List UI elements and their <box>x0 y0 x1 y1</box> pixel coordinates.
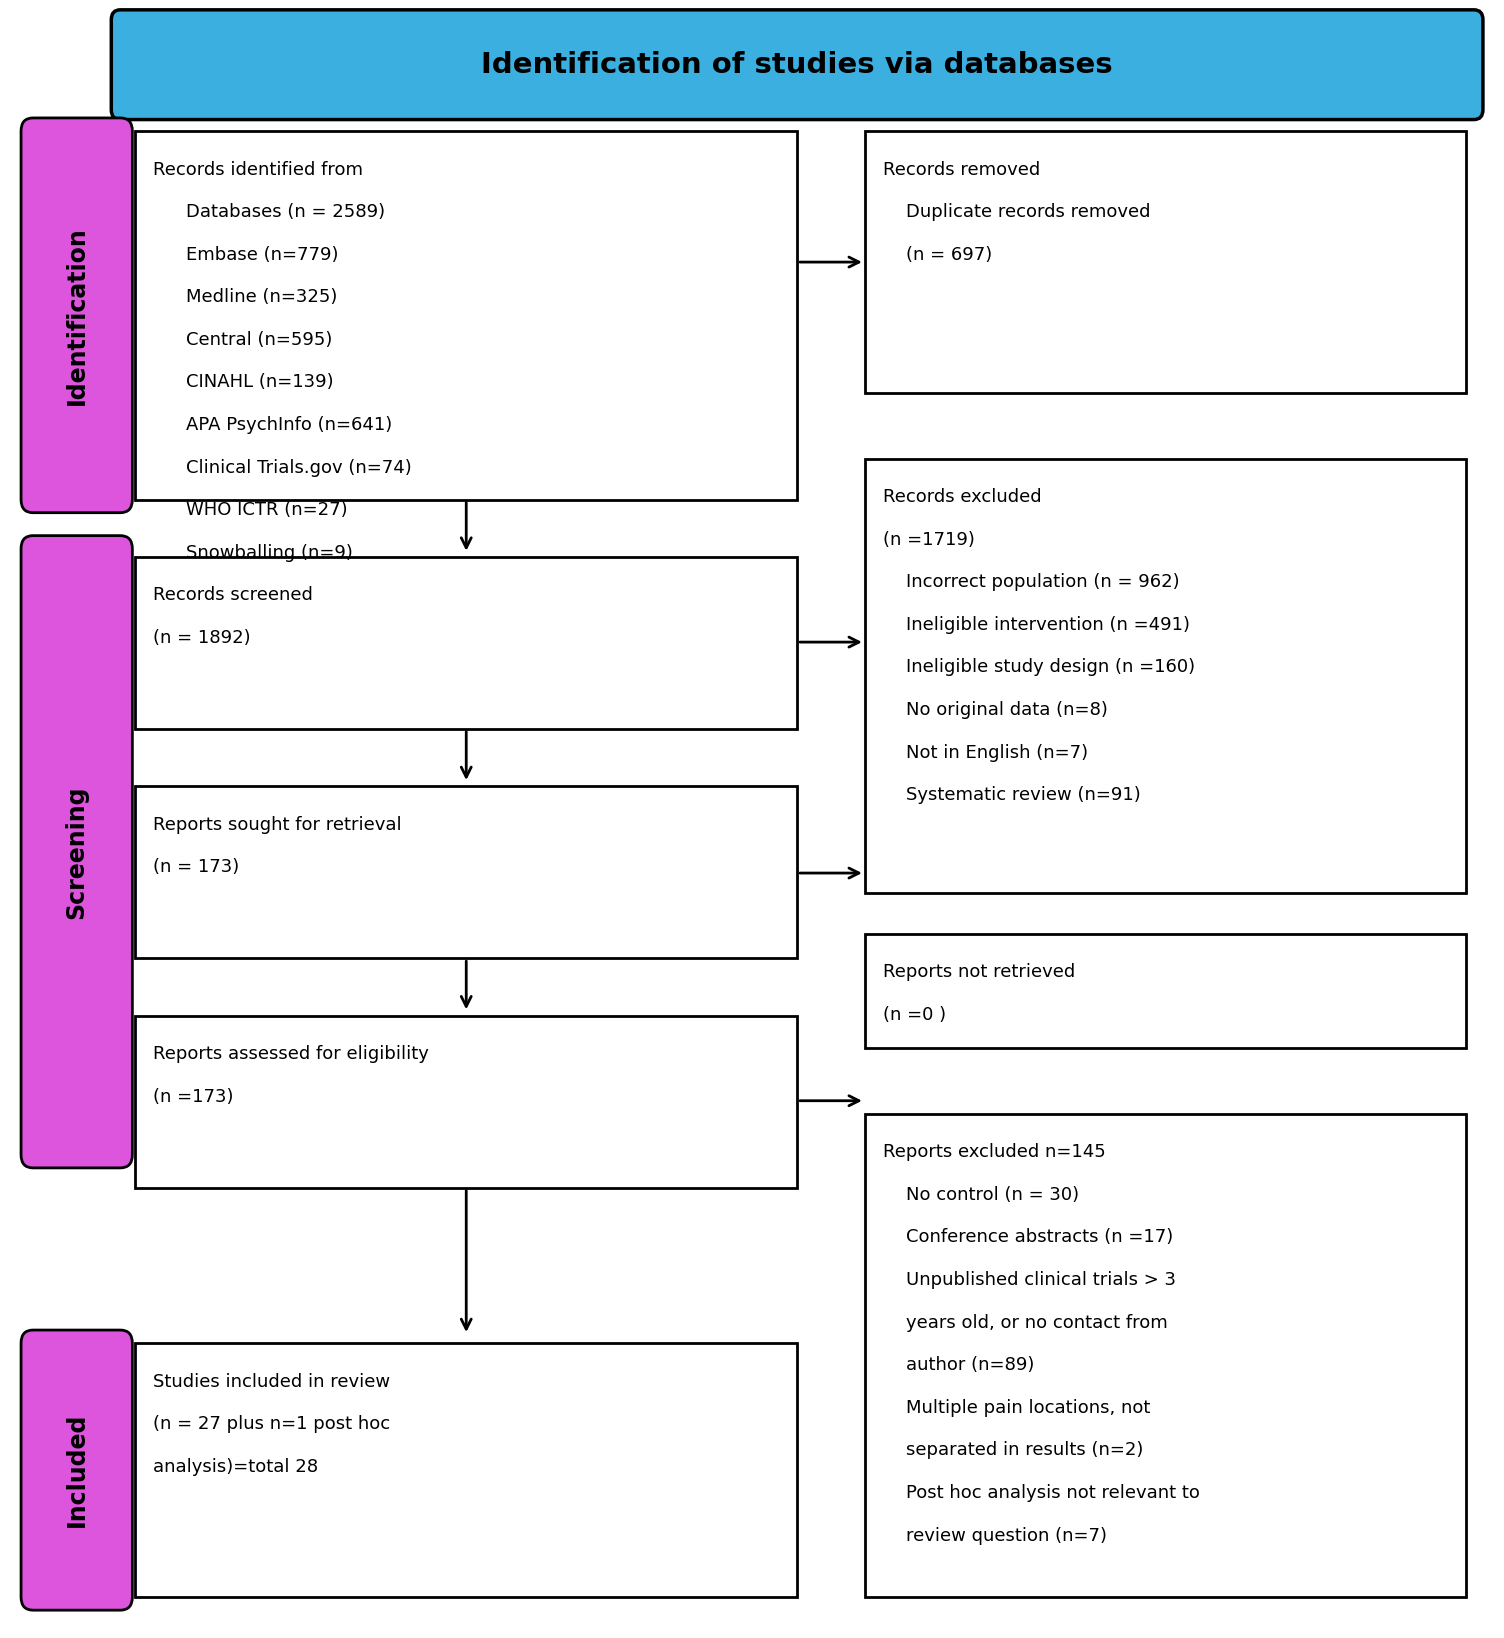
Text: Databases (n = 2589): Databases (n = 2589) <box>186 203 385 221</box>
Text: Ineligible study design (n =160): Ineligible study design (n =160) <box>883 658 1196 676</box>
FancyBboxPatch shape <box>135 557 797 729</box>
FancyBboxPatch shape <box>21 1330 132 1610</box>
Text: Records identified from: Records identified from <box>153 161 364 179</box>
Text: Multiple pain locations, not: Multiple pain locations, not <box>883 1399 1151 1417</box>
Text: review question (n=7): review question (n=7) <box>883 1527 1107 1545</box>
Text: (n =173): (n =173) <box>153 1088 235 1106</box>
Text: (n = 27 plus n=1 post hoc: (n = 27 plus n=1 post hoc <box>153 1415 391 1433</box>
FancyBboxPatch shape <box>865 934 1466 1048</box>
FancyBboxPatch shape <box>135 1343 797 1597</box>
Text: author (n=89): author (n=89) <box>883 1356 1035 1374</box>
Text: years old, or no contact from: years old, or no contact from <box>883 1314 1167 1332</box>
Text: Clinical Trials.gov (n=74): Clinical Trials.gov (n=74) <box>186 459 412 477</box>
Text: separated in results (n=2): separated in results (n=2) <box>883 1441 1143 1459</box>
Text: No original data (n=8): No original data (n=8) <box>883 701 1108 719</box>
Text: (n =0 ): (n =0 ) <box>883 1006 946 1024</box>
Text: Screening: Screening <box>65 785 89 919</box>
Text: Not in English (n=7): Not in English (n=7) <box>883 744 1087 762</box>
Text: Medline (n=325): Medline (n=325) <box>186 288 338 306</box>
Text: Records screened: Records screened <box>153 586 313 604</box>
Text: Ineligible intervention (n =491): Ineligible intervention (n =491) <box>883 616 1190 634</box>
Text: Identification of studies via databases: Identification of studies via databases <box>481 51 1113 79</box>
FancyBboxPatch shape <box>135 1016 797 1188</box>
Text: Included: Included <box>65 1414 89 1527</box>
Text: No control (n = 30): No control (n = 30) <box>883 1186 1078 1204</box>
FancyBboxPatch shape <box>21 118 132 513</box>
Text: Reports not retrieved: Reports not retrieved <box>883 963 1075 981</box>
Text: Incorrect population (n = 962): Incorrect population (n = 962) <box>883 573 1179 591</box>
Text: analysis)=total 28: analysis)=total 28 <box>153 1458 319 1476</box>
Text: Embase (n=779): Embase (n=779) <box>186 246 338 264</box>
Text: (n = 697): (n = 697) <box>883 246 993 264</box>
FancyBboxPatch shape <box>21 536 132 1168</box>
Text: Records removed before screening: Records removed before screening <box>883 161 1199 179</box>
Text: Studies included in review: Studies included in review <box>153 1373 391 1391</box>
Text: Central (n=595): Central (n=595) <box>186 331 332 349</box>
Text: APA PsychInfo (n=641): APA PsychInfo (n=641) <box>186 416 393 434</box>
Text: Records removed: Records removed <box>883 161 1045 179</box>
FancyBboxPatch shape <box>865 131 1466 393</box>
Text: (n =1719): (n =1719) <box>883 531 975 549</box>
Text: Conference abstracts (n =17): Conference abstracts (n =17) <box>883 1228 1173 1247</box>
Text: Duplicate records removed: Duplicate records removed <box>883 203 1151 221</box>
Text: Records excluded: Records excluded <box>883 488 1041 506</box>
FancyBboxPatch shape <box>135 786 797 958</box>
Text: Reports excluded n=145: Reports excluded n=145 <box>883 1143 1105 1161</box>
Text: Reports assessed for eligibility: Reports assessed for eligibility <box>153 1045 429 1063</box>
FancyBboxPatch shape <box>135 131 797 500</box>
FancyBboxPatch shape <box>111 10 1483 120</box>
Text: (n = 173): (n = 173) <box>153 858 239 876</box>
FancyBboxPatch shape <box>865 1114 1466 1597</box>
Text: Unpublished clinical trials > 3: Unpublished clinical trials > 3 <box>883 1271 1176 1289</box>
Text: Identification: Identification <box>65 226 89 405</box>
Text: Reports sought for retrieval: Reports sought for retrieval <box>153 816 402 834</box>
Text: (n = 1892): (n = 1892) <box>153 629 251 647</box>
Text: Snowballing (n=9): Snowballing (n=9) <box>186 544 353 562</box>
Text: Systematic review (n=91): Systematic review (n=91) <box>883 786 1140 804</box>
FancyBboxPatch shape <box>865 459 1466 893</box>
Text: CINAHL (n=139): CINAHL (n=139) <box>186 373 334 391</box>
Text: WHO ICTR (n=27): WHO ICTR (n=27) <box>186 501 347 519</box>
Text: Post hoc analysis not relevant to: Post hoc analysis not relevant to <box>883 1484 1200 1502</box>
